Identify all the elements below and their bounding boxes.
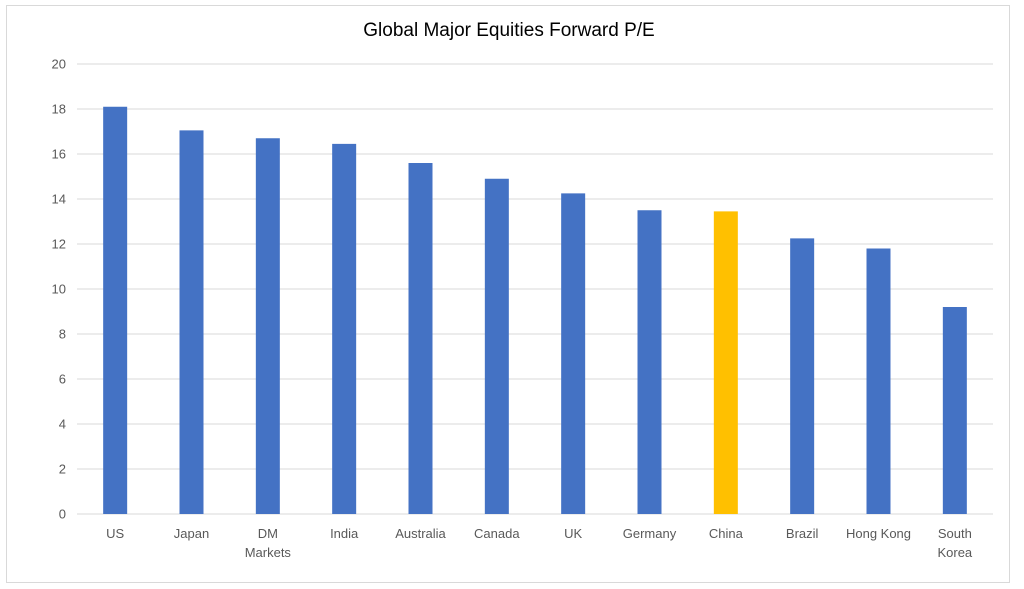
y-tick-label: 4 [59,417,66,432]
x-tick-label: Germany [623,526,677,541]
x-tick-label: Canada [474,526,520,541]
x-tick-label: Brazil [786,526,819,541]
y-tick-label: 0 [59,507,66,522]
bar [942,307,967,514]
bar [484,178,509,514]
x-tick-label: Japan [174,526,209,541]
x-tick-label: DM Markets [245,526,292,560]
x-tick-label: South Korea [937,526,972,560]
bar [866,248,891,514]
y-tick-label: 8 [59,327,66,342]
x-tick-label: UK [564,526,582,541]
y-tick-label: 18 [52,102,66,117]
chart-title: Global Major Equities Forward P/E [363,20,655,41]
bar [332,143,357,514]
x-tick-label: US [106,526,124,541]
y-tick-label: 10 [52,282,66,297]
x-tick-label: Hong Kong [846,526,911,541]
x-tick-label: Australia [395,526,446,541]
bar [103,106,128,514]
x-tick-label: China [709,526,744,541]
y-tick-label: 16 [52,147,66,162]
x-tick-label: India [330,526,359,541]
y-tick-label: 2 [59,462,66,477]
y-tick-label: 12 [52,237,66,252]
y-tick-label: 14 [52,192,66,207]
bar [637,210,662,514]
y-tick-label: 6 [59,372,66,387]
bar [179,130,204,514]
bar [790,238,815,514]
bar [713,211,738,514]
bar [561,193,586,514]
y-tick-label: 20 [52,57,66,72]
bar [255,138,280,514]
bar [408,163,433,514]
